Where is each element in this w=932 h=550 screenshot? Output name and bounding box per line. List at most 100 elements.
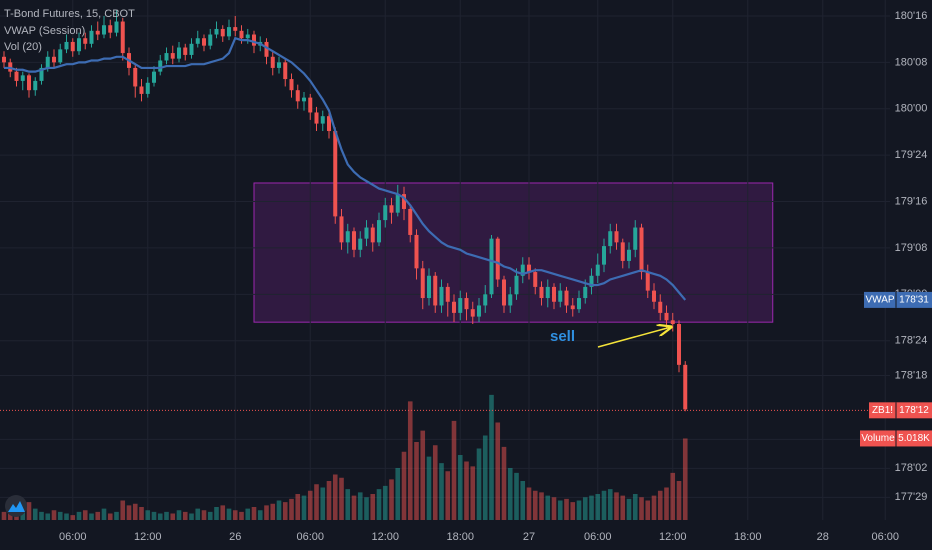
front-layer: 180'16180'08180'00179'24179'16179'08179'… bbox=[0, 10, 932, 543]
candle-body bbox=[152, 71, 156, 83]
candle-body bbox=[658, 301, 663, 313]
candle-body bbox=[645, 272, 650, 291]
candle-body bbox=[308, 97, 313, 113]
volume-bar bbox=[607, 489, 613, 520]
volume-bar bbox=[589, 495, 594, 520]
volume-bar bbox=[420, 430, 426, 520]
x-tick-label: 18:00 bbox=[734, 531, 762, 543]
candle-body bbox=[620, 242, 625, 261]
volume-bar bbox=[39, 511, 44, 520]
candle-body bbox=[677, 324, 681, 365]
volume-tag-name: Volume bbox=[861, 433, 895, 444]
volume-bar bbox=[670, 472, 676, 520]
candle-body bbox=[445, 286, 450, 302]
candle-body bbox=[245, 34, 250, 39]
volume-bar bbox=[345, 489, 351, 520]
candle-body bbox=[502, 279, 506, 306]
volume-bar bbox=[476, 448, 482, 520]
volume-bar bbox=[676, 481, 682, 520]
candle-body bbox=[33, 80, 38, 91]
volume-bar bbox=[57, 511, 63, 520]
volume-bar bbox=[364, 497, 369, 520]
candle-body bbox=[514, 275, 519, 295]
volume-bar bbox=[326, 481, 332, 520]
candle-body bbox=[577, 298, 581, 310]
candle-body bbox=[195, 38, 200, 44]
candle-body bbox=[214, 28, 219, 35]
candle-body bbox=[208, 34, 213, 46]
volume-bar bbox=[157, 513, 163, 520]
candle-body bbox=[133, 67, 138, 87]
candle-body bbox=[539, 286, 544, 299]
volume-bar bbox=[64, 513, 69, 520]
volume-bar bbox=[401, 451, 407, 520]
candle-body bbox=[552, 286, 556, 302]
vwap-tag-value: 178'31 bbox=[899, 295, 929, 306]
logo[interactable] bbox=[5, 495, 27, 517]
zone bbox=[253, 182, 774, 323]
candle-body bbox=[77, 38, 81, 52]
volume-bar bbox=[551, 497, 557, 520]
y-tick-label: 178'02 bbox=[895, 462, 928, 474]
candle-body bbox=[570, 305, 575, 310]
price-tag-value: 178'12 bbox=[899, 405, 929, 416]
candle-body bbox=[2, 56, 6, 63]
candle-body bbox=[252, 34, 256, 46]
x-tick-label: 26 bbox=[229, 531, 241, 543]
volume-bar bbox=[232, 510, 238, 520]
candle-body bbox=[464, 298, 469, 310]
volume-bar bbox=[370, 494, 376, 520]
candle-body bbox=[314, 112, 319, 124]
candle-body bbox=[327, 116, 331, 132]
logo-circle[interactable] bbox=[5, 495, 27, 517]
volume-bar bbox=[595, 494, 601, 520]
candle-body bbox=[264, 41, 269, 57]
candle-body bbox=[402, 194, 406, 209]
candle-body bbox=[495, 238, 500, 280]
candle-body bbox=[239, 30, 244, 39]
candle-body bbox=[95, 30, 100, 35]
volume-bar bbox=[507, 468, 513, 520]
candle-body bbox=[683, 364, 688, 410]
volume-bar bbox=[189, 513, 194, 520]
candle-body bbox=[420, 268, 425, 299]
volume-bar bbox=[639, 497, 644, 520]
candle-body bbox=[64, 41, 69, 50]
volume-bar bbox=[426, 456, 432, 520]
candle-body bbox=[370, 227, 375, 243]
candle-body bbox=[652, 290, 656, 302]
candle-body bbox=[295, 90, 300, 102]
volume-bar bbox=[51, 510, 57, 520]
candle-body bbox=[114, 21, 119, 33]
logo-mark[interactable] bbox=[8, 501, 25, 512]
volume-layer bbox=[1, 394, 688, 520]
volume-bar bbox=[214, 507, 219, 520]
volume-tag-value: 5.018K bbox=[898, 433, 930, 444]
volume-bar bbox=[626, 498, 632, 520]
candle-body bbox=[345, 231, 350, 243]
volume-bar bbox=[182, 511, 188, 520]
candle-body bbox=[452, 301, 456, 313]
candle-body bbox=[520, 264, 525, 276]
candle-body bbox=[433, 275, 438, 306]
volume-bar bbox=[295, 494, 301, 520]
candle-body bbox=[508, 294, 513, 306]
volume-bar bbox=[282, 502, 288, 520]
x-tick-label: 06:00 bbox=[584, 531, 612, 543]
volume-bar bbox=[270, 503, 276, 520]
volume-bar bbox=[482, 435, 488, 520]
candle-body bbox=[614, 231, 619, 243]
volume-bar bbox=[407, 401, 413, 520]
volume-bar bbox=[164, 511, 169, 520]
volume-bar bbox=[501, 446, 507, 520]
candle-body bbox=[120, 21, 125, 54]
candle-body bbox=[183, 47, 188, 55]
candle-body bbox=[170, 53, 175, 59]
price-tag-bg bbox=[869, 402, 932, 419]
y-tick-label: 178'18 bbox=[895, 369, 928, 381]
volume-bar bbox=[351, 495, 357, 520]
candle-body bbox=[583, 286, 588, 299]
candle-body bbox=[108, 25, 113, 33]
